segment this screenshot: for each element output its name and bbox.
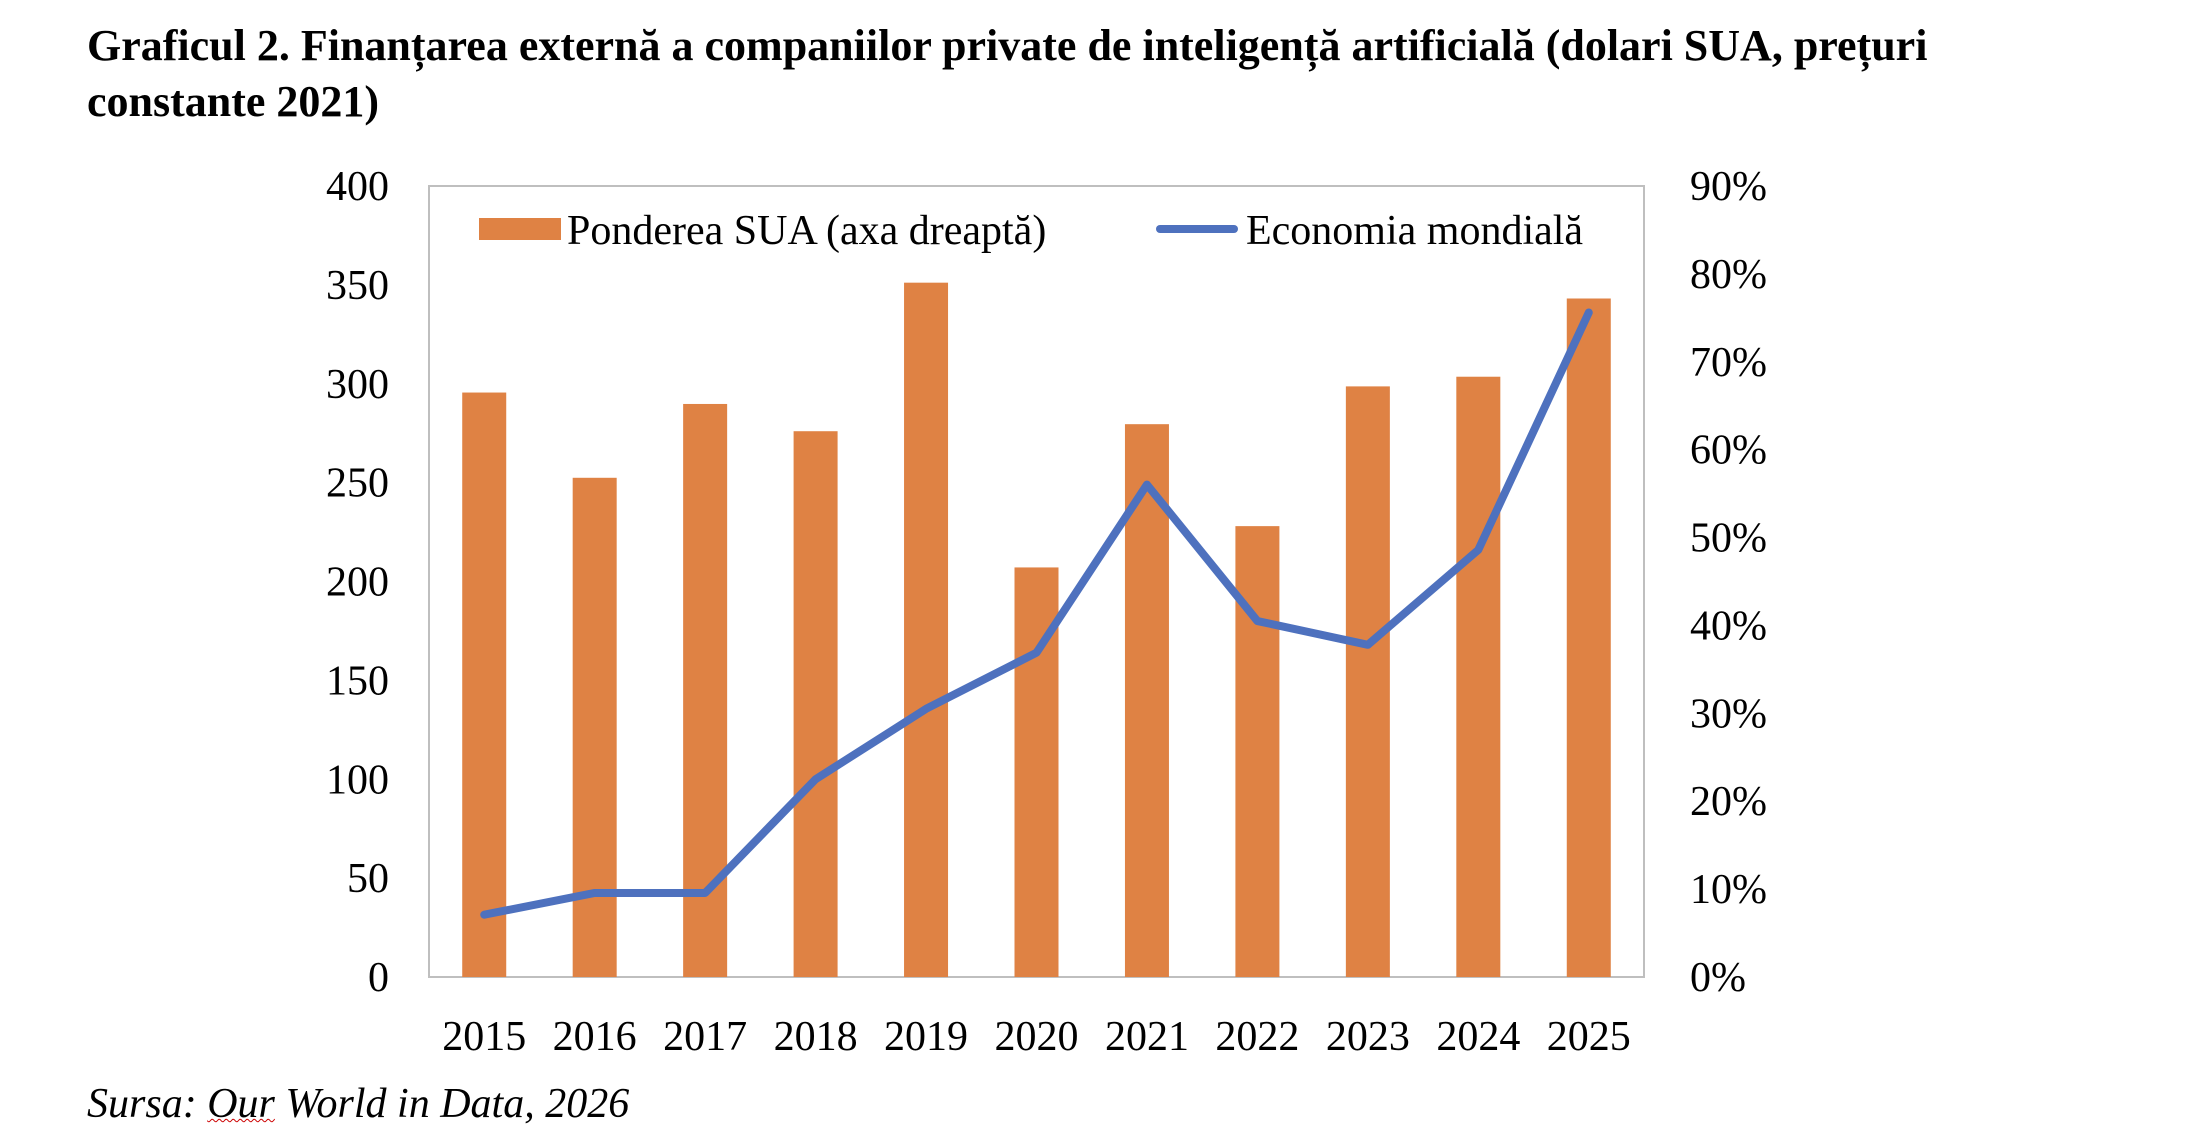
- x-tick-label: 2017: [663, 1014, 747, 1060]
- x-tick-label: 2024: [1436, 1014, 1520, 1060]
- legend-swatch-bar: [479, 218, 561, 240]
- right-tick-label: 40%: [1690, 603, 1767, 649]
- right-tick-label: 10%: [1690, 867, 1767, 913]
- right-tick-label: 60%: [1690, 428, 1767, 474]
- x-tick-label: 2021: [1105, 1014, 1189, 1060]
- x-tick-label: 2023: [1326, 1014, 1410, 1060]
- left-tick-label: 250: [326, 461, 389, 507]
- bar-2022: [1235, 526, 1280, 977]
- right-tick-label: 70%: [1690, 340, 1767, 386]
- source-underlined: Our: [207, 1081, 275, 1127]
- bar-2016: [572, 477, 617, 977]
- left-tick-label: 400: [326, 164, 389, 210]
- x-tick-label: 2025: [1547, 1014, 1631, 1060]
- left-tick-label: 350: [326, 263, 389, 309]
- bar-2023: [1345, 386, 1390, 977]
- right-tick-label: 50%: [1690, 516, 1767, 562]
- right-tick-label: 80%: [1690, 252, 1767, 298]
- x-tick-label: 2019: [884, 1014, 968, 1060]
- x-tick-label: 2022: [1215, 1014, 1299, 1060]
- left-tick-label: 0: [368, 955, 389, 1001]
- bar-2025: [1566, 298, 1611, 977]
- bar-2021: [1124, 424, 1169, 977]
- x-tick-label: 2016: [553, 1014, 637, 1060]
- left-tick-label: 100: [326, 757, 389, 803]
- x-tick-label: 2020: [995, 1014, 1079, 1060]
- legend-label-bar: Ponderea SUA (axa dreaptă): [567, 208, 1046, 254]
- left-tick-label: 300: [326, 362, 389, 408]
- legend: Ponderea SUA (axa dreaptă) Economia mond…: [479, 208, 1583, 254]
- right-tick-label: 0%: [1690, 955, 1746, 1001]
- source-note: Sursa: Our World in Data, 2026: [87, 1080, 629, 1128]
- source-rest: World in Data, 2026: [274, 1081, 630, 1127]
- source-prefix: Sursa:: [87, 1081, 208, 1127]
- bar-2024: [1456, 376, 1501, 978]
- x-tick-label: 2015: [442, 1014, 526, 1060]
- right-tick-label: 30%: [1690, 691, 1767, 737]
- bar-2015: [462, 392, 507, 977]
- x-tick-label: 2018: [774, 1014, 858, 1060]
- legend-label-line: Economia mondială: [1246, 208, 1583, 254]
- bar-2019: [904, 282, 949, 978]
- left-tick-label: 200: [326, 560, 389, 606]
- left-tick-label: 50: [347, 856, 389, 902]
- chart-title: Graficul 2. Finanțarea externă a compani…: [87, 21, 1928, 126]
- right-tick-label: 20%: [1690, 779, 1767, 825]
- right-tick-label: 90%: [1690, 164, 1767, 210]
- left-tick-label: 150: [326, 658, 389, 704]
- bar-2018: [793, 431, 838, 978]
